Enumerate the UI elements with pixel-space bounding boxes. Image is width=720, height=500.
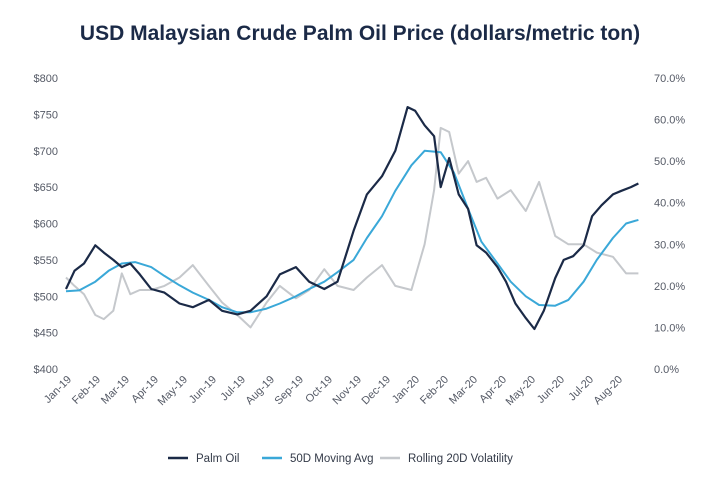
y-left-tick-label: $400	[34, 364, 58, 376]
y-axis-right: 0.0% 10.0% 20.0% 30.0% 40.0% 50.0% 60.0% 70.0%	[654, 73, 685, 376]
series-line-rolling-20d-volatility	[65, 126, 639, 329]
x-tick-label: Jun-19	[187, 374, 219, 406]
legend-label: 50D Moving Avg	[290, 453, 374, 465]
x-tick-label: Aug-19	[244, 374, 278, 408]
y-right-tick-label: 60.0%	[654, 115, 685, 127]
legend-label: Rolling 20D Volatility	[408, 453, 513, 465]
x-tick-label: Mar-19	[99, 374, 132, 407]
y-left-tick-label: $650	[34, 182, 58, 194]
x-tick-label: May-19	[156, 374, 190, 408]
y-left-tick-label: $700	[34, 146, 58, 158]
y-left-tick-label: $500	[34, 291, 58, 303]
y-right-tick-label: 70.0%	[654, 73, 685, 85]
x-tick-label: Sep-19	[273, 374, 307, 408]
x-tick-label: Mar-20	[447, 374, 480, 407]
y-right-tick-label: 0.0%	[654, 364, 679, 376]
x-tick-label: Oct-19	[303, 374, 335, 406]
x-tick-label: Nov-19	[331, 374, 365, 408]
y-left-tick-label: $450	[34, 328, 58, 340]
x-tick-label: Aug-20	[592, 374, 626, 408]
y-left-tick-label: $550	[34, 255, 58, 267]
x-tick-label: May-20	[504, 374, 538, 408]
x-tick-label: Jun-20	[535, 374, 567, 406]
series-line-50d-moving-avg	[65, 149, 639, 314]
series-layer	[65, 105, 639, 331]
legend-label: Palm Oil	[196, 453, 239, 465]
chart-title: USD Malaysian Crude Palm Oil Price (doll…	[79, 22, 641, 45]
y-axis-left: $400 $450 $500 $550 $600 $650 $700 $750 $800	[34, 73, 58, 376]
x-tick-label: Feb-19	[70, 374, 103, 407]
y-right-tick-label: 30.0%	[654, 239, 685, 251]
y-left-tick-label: $750	[34, 109, 58, 121]
x-tick-label: Jan-19	[42, 374, 74, 406]
x-tick-label: Jan-20	[390, 374, 422, 406]
y-right-tick-label: 10.0%	[654, 322, 685, 334]
legend: Palm Oil 50D Moving Avg Rolling 20D Volati…	[168, 453, 513, 465]
series-line-palm-oil	[65, 105, 639, 331]
y-right-tick-label: 20.0%	[654, 281, 685, 293]
y-right-tick-label: 40.0%	[654, 198, 685, 210]
x-tick-label: Dec-19	[360, 374, 394, 408]
x-tick-label: Feb-20	[418, 374, 451, 407]
y-left-tick-label: $600	[34, 219, 58, 231]
y-left-tick-label: $800	[34, 73, 58, 85]
y-right-tick-label: 50.0%	[654, 156, 685, 168]
